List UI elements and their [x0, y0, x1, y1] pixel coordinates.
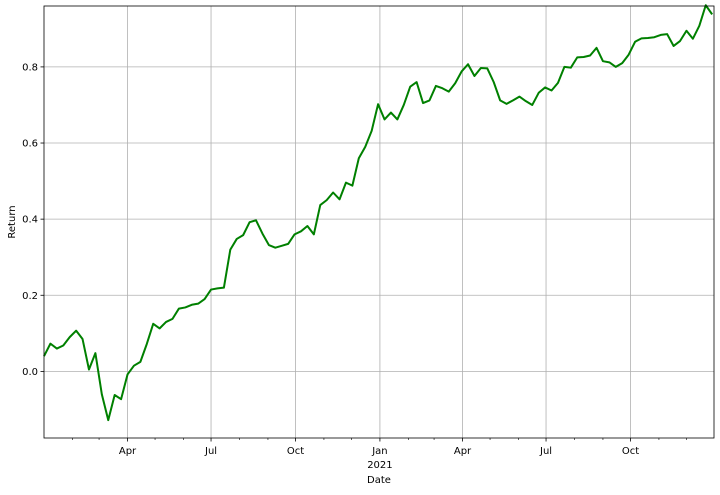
x-tick-label: Oct — [287, 446, 304, 457]
x-tick-label: Oct — [622, 446, 639, 457]
y-tick-label: 0.4 — [22, 215, 38, 226]
x-tick-label: Jul — [204, 446, 217, 457]
x-tick-label: Jul — [539, 446, 552, 457]
x-axis: Apr Jul Oct Jan 2021 Apr Jul Oct — [72, 438, 687, 471]
x-tick-label: Apr — [119, 446, 137, 457]
x-tick-label: Apr — [454, 446, 472, 457]
plot-border — [43, 5, 715, 439]
y-tick-label: 0.2 — [22, 291, 38, 302]
x-tick-label: Jan — [371, 446, 387, 457]
y-tick-label: 0.6 — [22, 139, 38, 150]
x-axis-label: Date — [367, 475, 391, 486]
plot-frame — [43, 5, 715, 439]
y-tick-label: 0.0 — [22, 367, 38, 378]
return-line — [43, 4, 713, 422]
y-tick-label: 0.8 — [22, 62, 38, 73]
y-axis: 0.0 0.2 0.4 0.6 0.8 — [22, 62, 44, 378]
y-axis-label: Return — [7, 205, 18, 238]
x-tick-sublabel: 2021 — [367, 460, 392, 471]
series-layer — [43, 4, 713, 422]
grid-layer — [44, 6, 714, 438]
